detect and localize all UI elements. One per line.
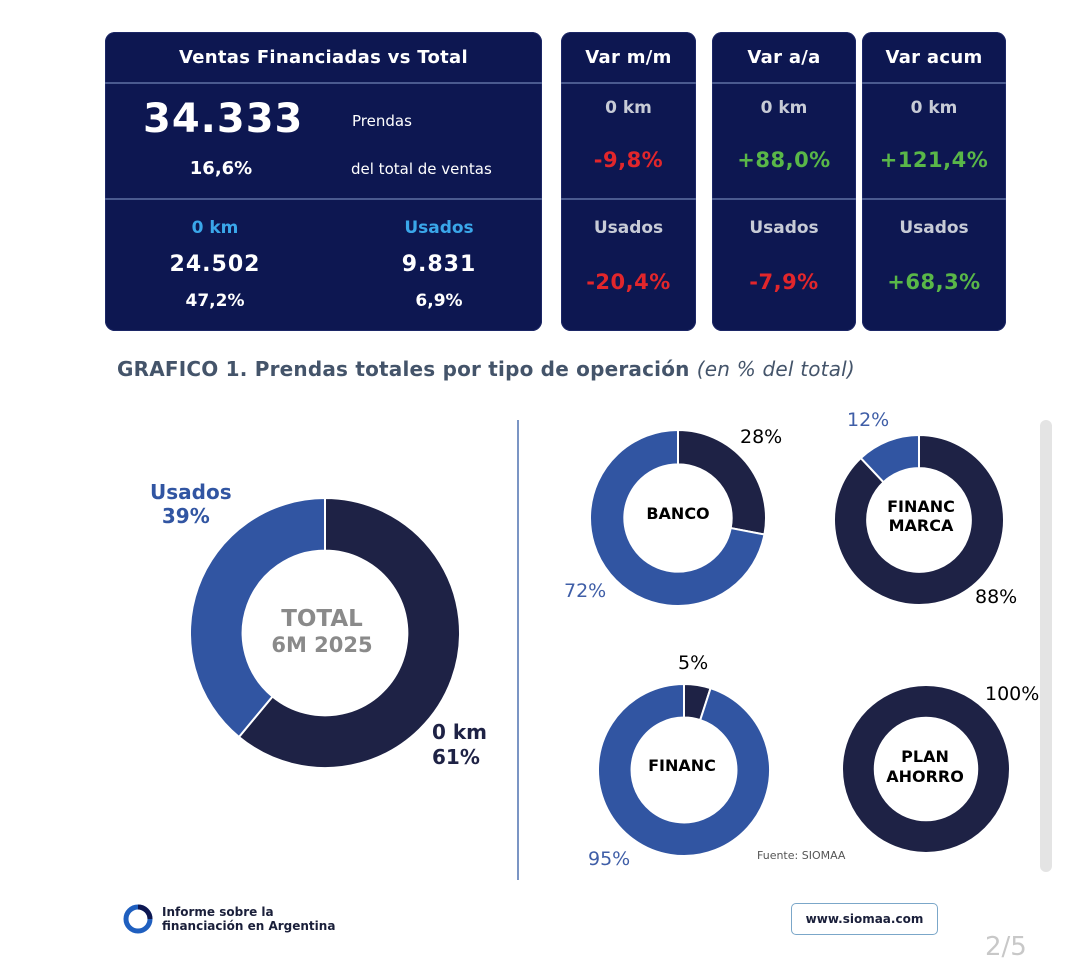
okm-variation: -9,8% xyxy=(593,148,664,172)
donut-slices xyxy=(597,682,771,857)
var-header: Var a/a xyxy=(747,46,821,68)
okm-label: 0 km xyxy=(605,98,652,118)
center-label-1: FINANC xyxy=(648,756,716,775)
center-label-1: FINANC xyxy=(887,497,955,516)
divider xyxy=(561,82,696,84)
donut-slice-0 xyxy=(833,433,1005,606)
okm-variation: +88,0% xyxy=(737,148,831,172)
var-header: Var acum xyxy=(885,46,983,68)
center-label-2: 6M 2025 xyxy=(271,633,372,657)
okm-label: 0 km xyxy=(191,218,239,238)
chart-divider xyxy=(517,420,519,880)
used-label: Usados xyxy=(749,218,819,238)
center-label-2: AHORRO xyxy=(886,767,964,786)
okm-share: 47,2% xyxy=(185,291,245,311)
graph-subtitle: (en % del total) xyxy=(696,357,855,381)
footer-brand: Informe sobre la financiación en Argenti… xyxy=(162,905,335,933)
used-variation: +68,3% xyxy=(887,270,981,294)
used-variation: -20,4% xyxy=(586,270,671,294)
total-share: 16,6% xyxy=(189,158,253,179)
var-header: Var m/m xyxy=(585,46,672,68)
okm-value: 24.502 xyxy=(169,252,261,277)
summary-title: Ventas Financiadas vs Total xyxy=(179,46,468,68)
divider xyxy=(561,198,696,200)
okm-slice-name: 0 km xyxy=(432,720,488,744)
okm-slice-value: 61% xyxy=(432,745,480,769)
used-label: Usados xyxy=(593,218,664,238)
center-label-1: PLAN xyxy=(901,747,949,766)
donut-plan-ahorro: PLAN AHORRO xyxy=(840,684,1012,854)
financ-blue-pct: 95% xyxy=(588,848,631,870)
center-label-1: BANCO xyxy=(646,504,709,523)
used-label: Usados xyxy=(404,218,474,238)
page-number: 2/5 xyxy=(985,932,1027,962)
plan-ahorro-navy-pct: 100% xyxy=(985,683,1040,705)
source-note: Fuente: SIOMAA xyxy=(757,849,846,862)
used-value: 9.831 xyxy=(401,252,477,277)
financ-marca-navy-pct: 88% xyxy=(975,586,1018,608)
financ-marca-blue-pct: 12% xyxy=(847,409,890,431)
divider xyxy=(862,82,1006,84)
used-label: Usados xyxy=(899,218,969,238)
total-unit: Prendas xyxy=(352,112,412,130)
used-slice-label: Usados 39% xyxy=(150,480,232,528)
var-mm-panel: Var m/m 0 km -9,8% Usados -20,4% xyxy=(561,32,696,331)
graph-title-main: GRAFICO 1. Prendas totales por tipo de o… xyxy=(117,357,690,381)
donut-slice-0 xyxy=(237,496,461,769)
divider xyxy=(712,82,856,84)
donut-banco: BANCO xyxy=(589,428,767,607)
banco-navy-pct: 28% xyxy=(740,426,783,448)
okm-variation: +121,4% xyxy=(879,148,989,172)
var-acum-panel: Var acum 0 km +121,4% Usados +68,3% xyxy=(862,32,1006,331)
used-slice-value: 39% xyxy=(161,504,210,528)
footer-brand-line2: financiación en Argentina xyxy=(162,919,336,933)
var-aa-panel: Var a/a 0 km +88,0% Usados -7,9% xyxy=(712,32,856,331)
center-label-1: TOTAL xyxy=(281,606,363,632)
footer-brand-line1: Informe sobre la xyxy=(162,905,274,919)
used-variation: -7,9% xyxy=(749,270,819,294)
banco-blue-pct: 72% xyxy=(564,580,607,602)
total-value: 34.333 xyxy=(143,96,304,142)
divider xyxy=(105,198,542,200)
used-slice-name: Usados xyxy=(150,480,232,504)
okm-label: 0 km xyxy=(910,98,958,118)
summary-panel: Ventas Financiadas vs Total 34.333 Prend… xyxy=(105,32,542,331)
okm-label: 0 km xyxy=(760,98,808,118)
center-label-2: MARCA xyxy=(889,516,954,535)
donut-slices xyxy=(189,496,461,769)
donut-slices xyxy=(833,433,1005,606)
donut-slices xyxy=(589,428,767,607)
scrollbar[interactable] xyxy=(1040,420,1052,872)
donut-slice-1 xyxy=(189,496,326,739)
donut-slice-1 xyxy=(859,433,920,484)
financ-navy-pct: 5% xyxy=(678,652,709,674)
okm-slice-label: 0 km 61% xyxy=(432,720,487,770)
siomaa-logo-icon xyxy=(123,904,153,934)
donut-slices xyxy=(840,684,1012,854)
divider xyxy=(862,198,1006,200)
graph-title: GRAFICO 1. Prendas totales por tipo de o… xyxy=(117,357,855,381)
donut-total: TOTAL 6M 2025 xyxy=(189,496,461,769)
divider xyxy=(105,82,542,84)
donut-financ: FINANC xyxy=(597,682,771,857)
donut-financ-marca: FINANC MARCA xyxy=(833,433,1005,606)
donut-slice-1 xyxy=(597,682,771,857)
total-share-label: del total de ventas xyxy=(351,160,492,178)
divider xyxy=(712,198,856,200)
donut-slice-0 xyxy=(840,684,1012,854)
used-share: 6,9% xyxy=(415,291,463,311)
donut-slice-1 xyxy=(589,428,766,607)
website-link[interactable]: www.siomaa.com xyxy=(791,903,938,935)
